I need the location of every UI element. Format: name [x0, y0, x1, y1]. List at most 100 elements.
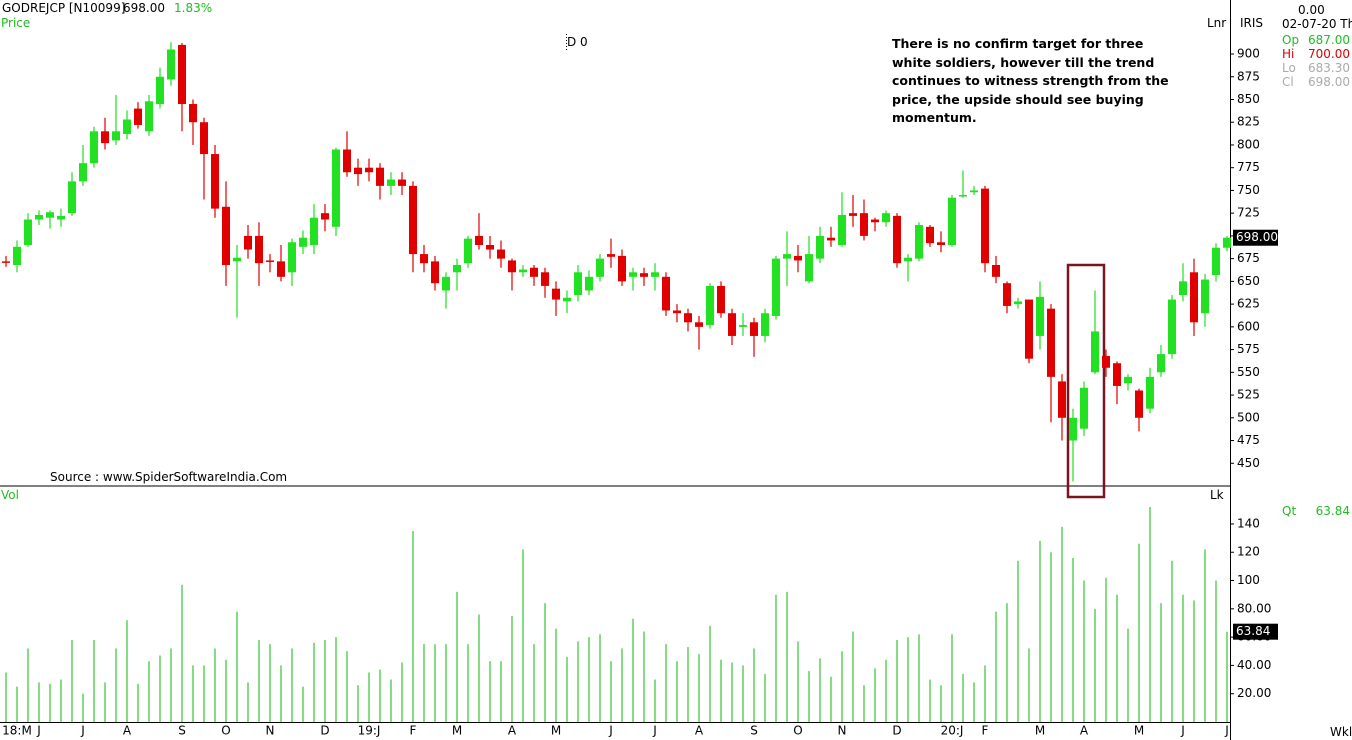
candle-body: [189, 104, 197, 123]
candle-body: [398, 179, 406, 186]
candle-body: [662, 276, 670, 311]
candle-body: [717, 285, 725, 314]
candle-body: [816, 235, 824, 259]
x-tick-label: 20:J: [941, 724, 964, 738]
x-tick-label: J: [1224, 724, 1229, 738]
y-tick-label: 825: [1237, 115, 1260, 129]
candle-body: [134, 108, 142, 125]
candle-body: [13, 246, 21, 266]
candle-body: [343, 149, 351, 173]
candle-body: [1003, 283, 1011, 306]
qt-value: 63.84: [1315, 504, 1350, 518]
candle-body: [1201, 279, 1209, 314]
candle-body: [541, 272, 549, 286]
candle-body: [750, 322, 758, 336]
y-tick-label: 475: [1237, 433, 1260, 447]
x-tick-label: J: [80, 724, 85, 738]
candle-body: [893, 215, 901, 264]
candle-body: [706, 285, 714, 326]
candle-body: [1058, 381, 1066, 418]
x-tick-label: O: [221, 724, 230, 738]
candle-body: [112, 131, 120, 141]
candle-body: [57, 215, 65, 220]
candle-body: [805, 254, 813, 282]
x-tick-label: J: [36, 724, 41, 738]
x-tick-label: J: [1180, 724, 1185, 738]
scale-label: Lnr: [1207, 16, 1227, 30]
x-tick-label: F: [982, 724, 989, 738]
candle-body: [673, 310, 681, 314]
ohlc-value: 683.30: [1308, 61, 1350, 75]
candle-body: [937, 242, 945, 245]
x-tick-label: D: [320, 724, 329, 738]
volume-scale-label: Lk: [1210, 488, 1224, 502]
candle-body: [1190, 272, 1198, 323]
x-tick-label: J: [652, 724, 657, 738]
marker-label: D 0: [567, 35, 588, 49]
candle-body: [629, 272, 637, 277]
value-tag-box: [1233, 623, 1278, 640]
value-tag: 63.84: [1236, 624, 1270, 638]
ohlc-value: 687.00: [1308, 33, 1350, 47]
y-tick-label: 875: [1237, 69, 1260, 83]
candle-body: [959, 194, 967, 197]
y-tick-label: 575: [1237, 342, 1260, 356]
y-tick-label: 600: [1237, 319, 1260, 333]
candle-body: [101, 131, 109, 144]
x-tick-label: M: [551, 724, 561, 738]
candle-body: [1124, 376, 1132, 384]
ohlc-label: Lo: [1282, 61, 1296, 75]
y-tick-label: 650: [1237, 274, 1260, 288]
date: 02-07-20 Th: [1282, 17, 1352, 31]
y-tick-label: 120: [1237, 545, 1260, 559]
y-tick-label: 100: [1237, 573, 1260, 587]
candle-body: [35, 214, 43, 220]
ohlc-label: Cl: [1282, 75, 1294, 89]
value-tag-box: [1233, 229, 1278, 246]
candle-body: [860, 213, 868, 236]
candle-body: [2, 261, 10, 263]
y-tick-label: 525: [1237, 388, 1260, 402]
candle-body: [288, 242, 296, 273]
candle-body: [1036, 296, 1044, 336]
candle-body: [1113, 363, 1121, 386]
candle-body: [486, 244, 494, 250]
candle-body: [1168, 299, 1176, 355]
candle-body: [178, 44, 186, 105]
candle-body: [409, 185, 417, 255]
candle-body: [310, 217, 318, 245]
candle-body: [882, 213, 890, 223]
y-tick-label: 850: [1237, 92, 1260, 106]
y-tick-label: 800: [1237, 137, 1260, 151]
candle-body: [970, 190, 978, 193]
candle-body: [222, 206, 230, 266]
candle-body: [90, 131, 98, 164]
candle-body: [1157, 354, 1165, 373]
candle-body: [1146, 376, 1154, 409]
candle-body: [794, 255, 802, 261]
y-tick-label: 625: [1237, 297, 1260, 311]
annotation: There is no confirm target for three whi…: [892, 36, 1169, 125]
change: 1.83%: [174, 1, 213, 15]
candle-body: [849, 213, 857, 216]
x-tick-label: A: [123, 724, 132, 738]
candle-body: [739, 325, 747, 327]
x-tick-label: N: [266, 724, 275, 738]
candle-body: [1047, 308, 1055, 377]
candle-body: [145, 101, 153, 132]
candle-body: [255, 235, 263, 264]
x-tick-label: N: [838, 724, 847, 738]
y-tick-label: 775: [1237, 160, 1260, 174]
x-tick-label: S: [750, 724, 758, 738]
candle-body: [695, 322, 703, 327]
candle-body: [354, 167, 362, 175]
candle-body: [640, 273, 648, 277]
highlight-box: [1066, 263, 1106, 499]
candle-body: [376, 167, 384, 186]
candle-body: [607, 254, 615, 257]
y-tick-label: 750: [1237, 183, 1260, 197]
candle-body: [79, 163, 87, 182]
candle-body: [167, 49, 175, 80]
candle-body: [420, 254, 428, 264]
